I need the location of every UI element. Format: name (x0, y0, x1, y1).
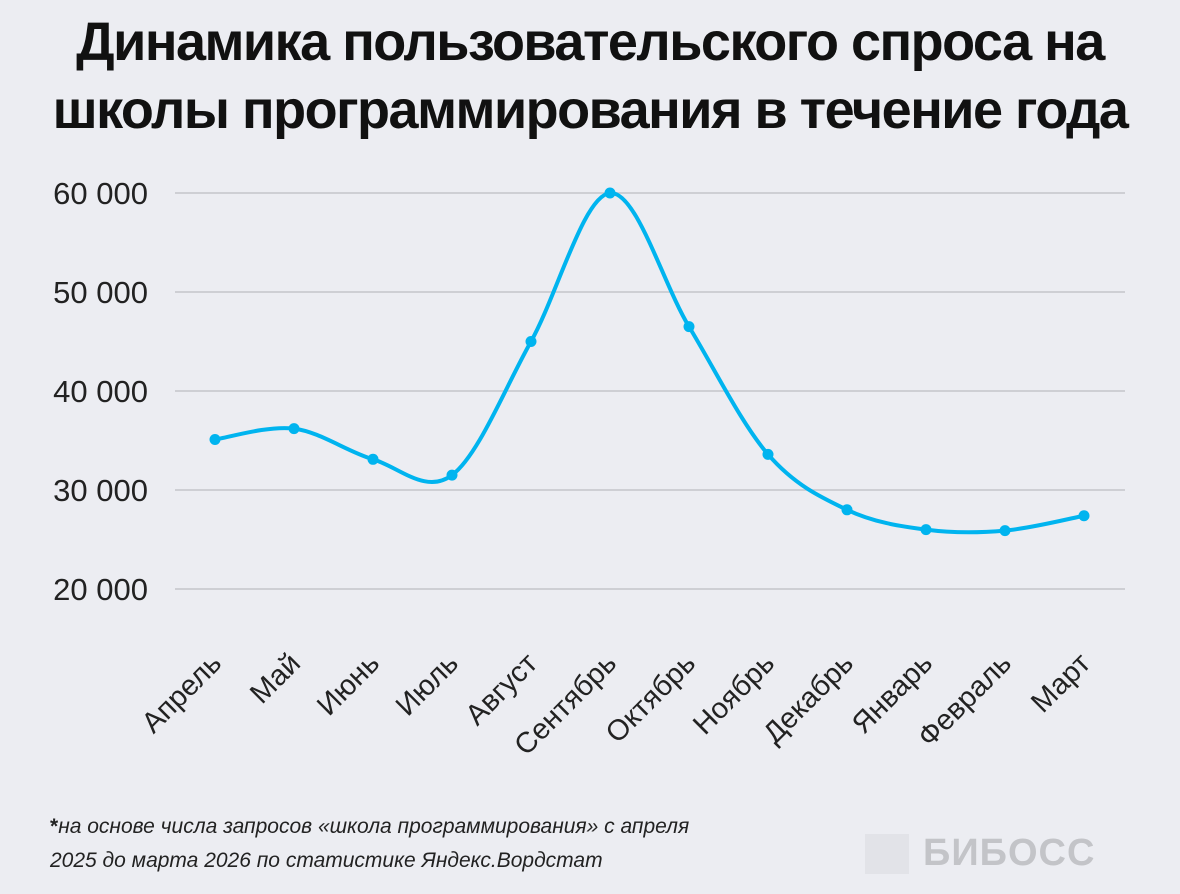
logo-text: БИБОСС (923, 832, 1096, 874)
data-point (683, 321, 695, 333)
logo: БИБОСС (865, 832, 1095, 875)
y-tick-label: 30 000 (53, 473, 148, 508)
x-tick-label: Апрель (136, 647, 228, 739)
data-point (525, 336, 537, 347)
data-point (446, 469, 458, 481)
x-tick-label: Март (1025, 647, 1097, 719)
data-point (999, 525, 1011, 537)
chart-title: Динамика пользовательского спроса на шко… (52, 12, 1129, 140)
data-point (288, 423, 300, 435)
data-point (604, 187, 616, 199)
footnote-marker: * (50, 815, 59, 838)
y-tick-label: 50 000 (53, 275, 148, 310)
y-tick-label: 60 000 (53, 176, 148, 211)
data-point (209, 434, 221, 446)
footnote-line-1: на основе числа запросов «школа программ… (58, 815, 690, 838)
footnote: *на основе числа запросов «школа програм… (50, 810, 689, 878)
data-point (762, 448, 774, 460)
data-point (367, 453, 379, 465)
x-tick-label: Июль (390, 647, 465, 722)
series-line (213, 191, 1086, 535)
x-tick-label: Июнь (311, 647, 386, 722)
x-tick-label: Май (244, 647, 307, 710)
y-tick-label: 20 000 (53, 572, 148, 607)
footnote-line-2: 2025 до марта 2026 по статистике Яндекс.… (50, 849, 603, 872)
data-point (1078, 510, 1090, 522)
data-point (920, 524, 932, 536)
y-tick-label: 40 000 (53, 374, 148, 409)
logo-mark-icon (865, 833, 909, 874)
data-point (841, 504, 853, 516)
